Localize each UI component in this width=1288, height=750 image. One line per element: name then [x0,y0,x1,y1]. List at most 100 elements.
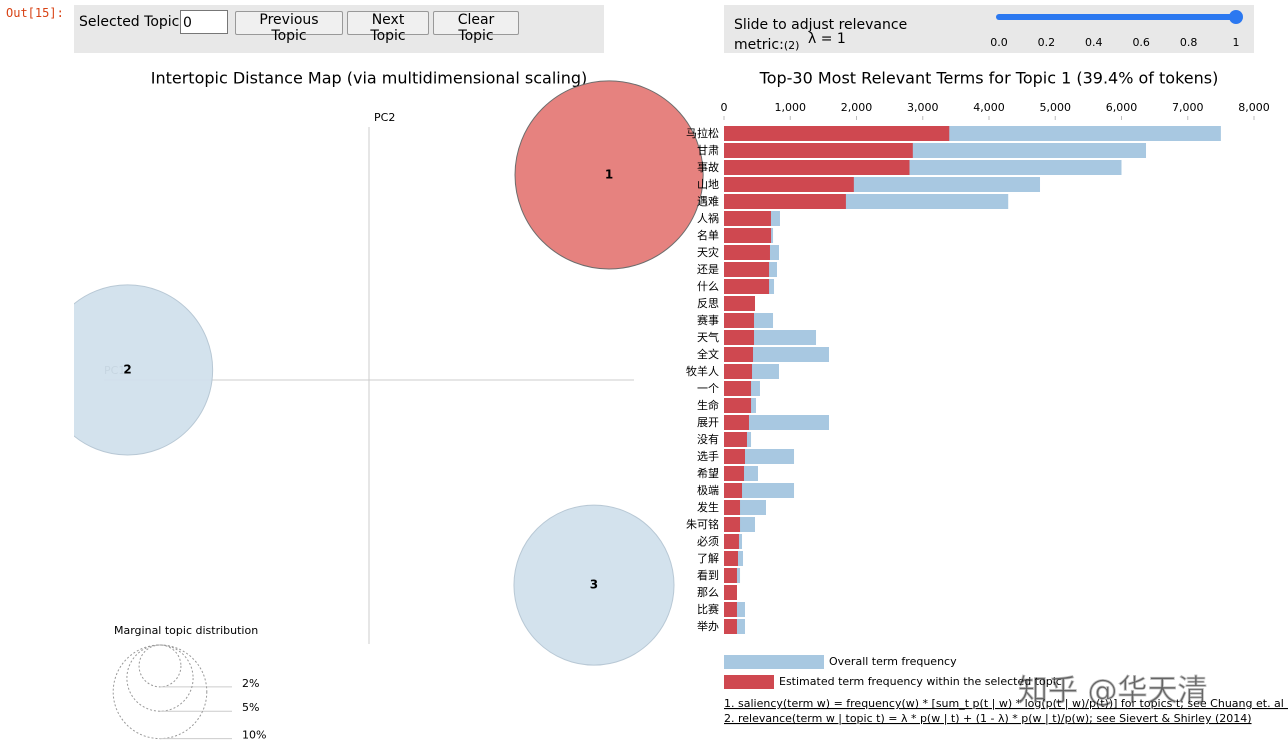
topic-circle[interactable] [514,80,704,270]
bar[interactable] [724,126,950,141]
legend-label: Estimated term frequency within the sele… [779,675,1062,688]
term-label[interactable]: 山地 [697,178,719,191]
next-topic-button[interactable]: Next Topic [347,11,429,44]
bar[interactable] [724,381,752,396]
legend-circle [126,644,194,712]
bar[interactable] [724,517,741,532]
bar[interactable] [724,585,737,600]
legend-size-label: 10% [242,729,266,742]
term-label[interactable]: 反思 [697,297,719,310]
bar[interactable] [724,483,743,498]
term-label[interactable]: 马拉松 [686,126,719,140]
bar[interactable] [724,347,754,362]
legend-circle [138,644,182,688]
term-label[interactable]: 了解 [697,551,719,565]
bar[interactable] [724,245,770,260]
slider-label-wrap: Slide to adjust relevance metric:(2) [734,15,914,56]
x-tick-label: 5,000 [1040,101,1072,114]
previous-topic-button[interactable]: Previous Topic [235,11,343,44]
term-label[interactable]: 没有 [697,432,719,446]
slider-panel: Slide to adjust relevance metric:(2) λ =… [724,5,1254,53]
term-label[interactable]: 希望 [697,466,719,480]
term-label[interactable]: 甘肃 [697,144,719,157]
term-label[interactable]: 看到 [697,568,719,582]
bar[interactable] [724,228,772,243]
topic-label: 3 [590,578,598,592]
bar[interactable] [724,500,741,515]
slider-tick-label: 0.6 [1132,36,1150,49]
bar[interactable] [724,296,756,311]
term-label[interactable]: 遇难 [697,195,719,208]
footnote: 2. relevance(term w | topic t) = λ * p(w… [724,712,1252,725]
x-tick-label: 2,000 [841,101,873,114]
x-tick-label: 7,000 [1172,101,1204,114]
bar[interactable] [724,415,749,430]
bar[interactable] [724,177,854,192]
output-prompt: Out[15]: [6,6,64,20]
term-label[interactable]: 天灾 [697,245,719,259]
clear-topic-button[interactable]: Clear Topic [433,11,519,44]
bar[interactable] [724,449,746,464]
term-label[interactable]: 人祸 [697,211,719,225]
term-label[interactable]: 牧羊人 [686,364,719,378]
term-label[interactable]: 发生 [697,500,719,514]
x-tick-label: 6,000 [1106,101,1138,114]
bar[interactable] [724,194,846,209]
x-tick-label: 3,000 [907,101,939,114]
term-label[interactable]: 展开 [697,416,719,429]
chart-title: Intertopic Distance Map (via multidimens… [151,69,588,88]
legend-label: Overall term frequency [829,655,957,668]
topic-label: 1 [605,167,613,181]
term-label[interactable]: 还是 [697,263,719,276]
slider-note: (2) [783,39,800,52]
legend-swatch [724,675,774,689]
legend-swatch [724,655,824,669]
term-label[interactable]: 什么 [697,280,719,293]
legend-circle [112,644,208,740]
slider-tick-label: 0.0 [990,36,1008,49]
topic-input[interactable]: 0 [180,10,228,34]
term-label[interactable]: 那么 [697,586,719,599]
bar[interactable] [724,466,745,481]
bar[interactable] [724,313,755,328]
bar[interactable] [724,330,755,345]
bar[interactable] [724,160,910,175]
topic-circle[interactable] [43,284,214,456]
legend-size-label: 5% [242,701,259,714]
pc2-label: PC2 [374,111,395,124]
bar[interactable] [724,364,753,379]
term-label[interactable]: 一个 [697,382,719,395]
term-label[interactable]: 选手 [697,449,719,463]
term-label[interactable]: 必须 [697,535,719,548]
bar[interactable] [724,432,747,447]
x-tick-label: 4,000 [973,101,1005,114]
term-label[interactable]: 生命 [697,398,719,412]
bar[interactable] [724,534,739,549]
watermark: 知乎 @华天清 [1018,674,1208,709]
bar[interactable] [724,551,738,566]
bar[interactable] [724,143,913,158]
bar[interactable] [724,415,830,430]
bar[interactable] [724,211,771,226]
term-label[interactable]: 举办 [697,619,719,633]
term-label[interactable]: 名单 [697,228,719,242]
term-label[interactable]: 赛事 [697,313,719,327]
topic-circle[interactable] [513,504,675,666]
slider-tick-label: 0.2 [1038,36,1056,49]
slider-tick-label: 1 [1233,36,1240,49]
slider-thumb[interactable] [1229,10,1243,24]
term-label[interactable]: 朱可铭 [686,517,719,531]
term-label[interactable]: 事故 [697,160,719,174]
bubbles: 1 2 3 [43,80,704,666]
term-label[interactable]: 全文 [697,347,719,361]
term-label[interactable]: 极端 [697,483,719,497]
bar[interactable] [724,279,770,294]
term-label[interactable]: 天气 [697,330,719,344]
term-label[interactable]: 比赛 [697,602,719,616]
footnote: 1. saliency(term w) = frequency(w) * [su… [724,697,1288,710]
bar[interactable] [724,398,752,413]
bar[interactable] [724,262,770,277]
bar[interactable] [724,568,737,583]
bar[interactable] [724,619,737,634]
bar[interactable] [724,602,737,617]
